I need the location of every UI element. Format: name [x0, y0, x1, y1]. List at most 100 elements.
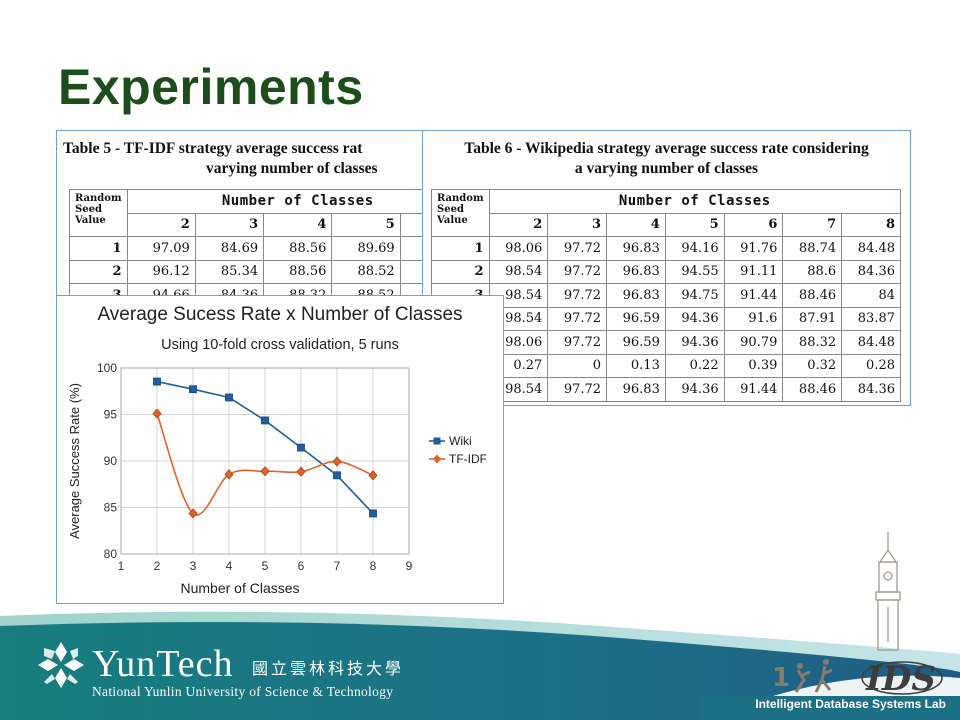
table5-seed-header: Random Seed Value: [69, 189, 128, 237]
data-point-tf-idf: [260, 466, 270, 477]
x-tick-label: 7: [334, 559, 341, 573]
chart-subtitle: Using 10-fold cross validation, 5 runs: [161, 337, 399, 353]
table6-column-header: 6: [723, 212, 784, 237]
table6-cell: 90.79: [723, 330, 784, 355]
table6-column-header: 8: [841, 212, 901, 237]
table6-row-key: 1: [431, 236, 490, 261]
table5-caption: Table 5 - TF-IDF strategy average succes…: [63, 139, 429, 179]
data-point-tf-idf: [332, 456, 342, 467]
table6-cell: 84.48: [841, 330, 901, 355]
table6-column-header: 7: [782, 212, 843, 237]
y-tick-label: 100: [97, 361, 117, 375]
table6-cell: 96.59: [606, 306, 666, 331]
yuntech-logo-icon: [38, 642, 84, 688]
table5-column-header: 4: [263, 212, 333, 237]
table6-cell: 91.6: [723, 306, 784, 331]
table6-cell: 97.72: [547, 306, 608, 331]
table6-cell: 94.55: [664, 259, 725, 284]
x-tick-label: 6: [298, 559, 305, 573]
table5-column-header: 2: [126, 212, 196, 237]
table6: Random Seed Value Number of Classes 2 3 4 5 6 7 8 1…: [431, 189, 902, 402]
table6-seed-header-word: Seed: [437, 204, 464, 215]
data-point-tf-idf: [152, 408, 162, 419]
table6-cell: 97.72: [547, 330, 608, 355]
table6-cell: 0: [547, 353, 608, 378]
data-point-tf-idf: [188, 508, 198, 519]
table5-cell: 88.52: [331, 259, 401, 284]
x-tick-label: 4: [226, 559, 233, 573]
table6-cell: 83.87: [841, 306, 901, 331]
y-tick-label: 95: [104, 408, 118, 422]
table6-seed-header-word: Value: [437, 215, 468, 226]
table6-row: 1 98.06 97.72 96.83 94.16 91.76 88.74 84.48: [431, 236, 901, 261]
y-axis-label: Average Success Rate (%): [67, 383, 82, 539]
table5-row-key: 1: [69, 236, 128, 261]
chart-plot-area: [120, 367, 410, 555]
university-english-name: National Yunlin University of Science & …: [92, 684, 394, 699]
y-tick-label: 90: [104, 454, 118, 468]
table5-cell: 88.56: [263, 259, 333, 284]
table6-cell: 88.46: [782, 283, 843, 308]
data-point-wiki: [297, 443, 305, 452]
table6-cell: 96.83: [606, 259, 666, 284]
table6-cell: 94.36: [664, 306, 725, 331]
table6-cell: 91.11: [723, 259, 784, 284]
table6-cell: 97.72: [547, 259, 608, 284]
x-axis-label: Number of Classes: [180, 580, 299, 596]
x-tick-label: 3: [190, 559, 197, 573]
table6-cell: 84.36: [841, 377, 901, 402]
table6-cell: 96.83: [606, 377, 666, 402]
y-tick-label: 80: [104, 547, 118, 561]
university-chinese-name: 國立雲林科技大學: [252, 659, 405, 678]
table6-cell: 96.83: [606, 236, 666, 261]
table6-cell: 88.32: [782, 330, 843, 355]
table6-cell: 84.36: [841, 259, 901, 284]
table5-cell: 85.34: [194, 259, 265, 284]
table6-cell: 96.59: [606, 330, 666, 355]
table6-cell: 0.28: [841, 353, 901, 378]
x-tick-label: 2: [154, 559, 161, 573]
legend-marker-wiki: [433, 437, 441, 445]
table6-cell: 0.22: [664, 353, 725, 378]
table6-cell: 0.13: [606, 353, 666, 378]
table5-caption-line1: Table 5 - TF-IDF strategy average succes…: [63, 140, 363, 157]
table6-seed-header: Random Seed Value: [431, 189, 490, 237]
table6-cell: 0.39: [723, 353, 784, 378]
table5-seed-header-word: Random: [75, 193, 122, 204]
table6-column-header: 2: [488, 212, 549, 237]
data-point-wiki: [153, 377, 161, 386]
table6-cell: 98.54: [488, 259, 549, 284]
legend-label-tf-idf: TF-IDF: [449, 452, 487, 466]
table5-seed-header-word: Value: [75, 215, 106, 226]
x-tick-label: 1: [118, 559, 125, 573]
table6-cell: 94.16: [664, 236, 725, 261]
table5-caption-line2: varying number of classes: [206, 160, 378, 177]
data-point-wiki: [225, 393, 233, 402]
table6-column-header: 4: [606, 212, 666, 237]
chart-title: Average Sucess Rate x Number of Classes: [97, 304, 462, 325]
clock-tower-icon: [875, 532, 901, 651]
table5-column-header: 3: [194, 212, 265, 237]
lab-name: Intelligent Database Systems Lab: [755, 697, 946, 711]
table6-column-header: 5: [664, 212, 725, 237]
x-tick-label: 8: [370, 559, 377, 573]
table5-cell: 88.56: [263, 236, 333, 261]
slide-title: Experiments: [58, 59, 364, 115]
table6-cell: 94.36: [664, 330, 725, 355]
table6-row-key: 2: [431, 259, 490, 284]
success-rate-chart: Average Sucess Rate x Number of Classes U…: [56, 295, 504, 604]
data-point-wiki: [189, 385, 197, 394]
data-point-tf-idf: [224, 469, 234, 480]
chart-svg: Average Sucess Rate x Number of Classes U…: [67, 304, 487, 596]
table6-caption-line1: Table 6 - Wikipedia strategy average suc…: [464, 140, 869, 157]
table6-row: 2 98.54 97.72 96.83 94.55 91.11 88.6 84.36: [431, 259, 901, 284]
x-tick-label: 5: [262, 559, 269, 573]
university-name: YunTech: [92, 643, 234, 685]
table6-cell: 88.74: [782, 236, 843, 261]
table6-cell: 97.72: [547, 236, 608, 261]
table6-cell: 97.72: [547, 283, 608, 308]
